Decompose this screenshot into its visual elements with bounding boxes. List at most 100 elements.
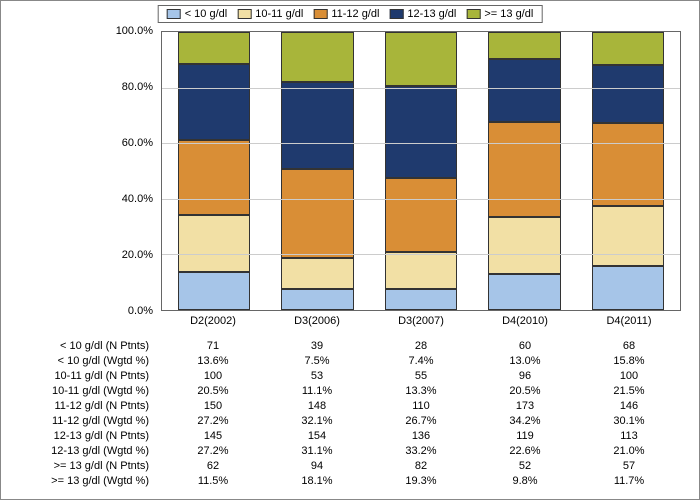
row-cell: 27.2%: [161, 414, 265, 429]
row-cell: 146: [577, 399, 681, 414]
y-tick-label: 60.0%: [103, 137, 153, 149]
bar-slot: [266, 32, 370, 310]
table-row: 11-12 g/dl (N Ptnts)150148110173146: [1, 399, 700, 414]
gridline: [162, 88, 680, 89]
legend-item: < 10 g/dl: [167, 8, 228, 20]
y-tick-label: 40.0%: [103, 193, 153, 205]
table-row: 12-13 g/dl (Wgtd %)27.2%31.1%33.2%22.6%2…: [1, 444, 700, 459]
row-cell: 19.3%: [369, 474, 473, 489]
legend-label: 10-11 g/dl: [255, 8, 303, 20]
row-cell: 22.6%: [473, 444, 577, 459]
row-cell: 20.5%: [161, 384, 265, 399]
row-cell: 11.7%: [577, 474, 681, 489]
y-tick-label: 80.0%: [103, 81, 153, 93]
table-row: 10-11 g/dl (N Ptnts)100535596100: [1, 369, 700, 384]
stacked-bar: [488, 32, 561, 310]
row-cell: 53: [265, 369, 369, 384]
bar-segment: [488, 217, 561, 274]
bar-segment: [592, 65, 665, 123]
row-cells: 27.2%32.1%26.7%34.2%30.1%: [161, 414, 681, 429]
row-cell: 113: [577, 429, 681, 444]
row-cell: 13.6%: [161, 354, 265, 369]
legend-item: >= 13 g/dl: [466, 8, 533, 20]
stacked-bar: [281, 32, 354, 310]
table-row: >= 13 g/dl (Wgtd %)11.5%18.1%19.3%9.8%11…: [1, 474, 700, 489]
row-cell: 11.5%: [161, 474, 265, 489]
y-tick-label: 100.0%: [103, 25, 153, 37]
plot-area: [161, 31, 681, 311]
bar-slot: [576, 32, 680, 310]
row-cell: 57: [577, 459, 681, 474]
row-cell: 7.5%: [265, 354, 369, 369]
bar-segment: [281, 258, 354, 289]
row-cell: 173: [473, 399, 577, 414]
x-tick-label: D3(2007): [369, 315, 473, 327]
bar-segment: [592, 266, 665, 310]
table-row: < 10 g/dl (Wgtd %)13.6%7.5%7.4%13.0%15.8…: [1, 354, 700, 369]
table-row: 11-12 g/dl (Wgtd %)27.2%32.1%26.7%34.2%3…: [1, 414, 700, 429]
bar-segment: [385, 178, 458, 252]
row-label: 10-11 g/dl (N Ptnts): [1, 369, 161, 384]
row-cell: 30.1%: [577, 414, 681, 429]
row-cell: 39: [265, 339, 369, 354]
row-cell: 71: [161, 339, 265, 354]
row-cell: 34.2%: [473, 414, 577, 429]
bar-segment: [385, 32, 458, 86]
bar-segment: [488, 274, 561, 310]
gridline: [162, 199, 680, 200]
stacked-bar: [592, 32, 665, 310]
legend: < 10 g/dl10-11 g/dl11-12 g/dl12-13 g/dl>…: [158, 5, 543, 23]
row-cell: 11.1%: [265, 384, 369, 399]
table-row: 12-13 g/dl (N Ptnts)145154136119113: [1, 429, 700, 444]
legend-swatch: [237, 9, 251, 19]
bar-segment: [178, 64, 251, 140]
row-cell: 82: [369, 459, 473, 474]
row-cell: 18.1%: [265, 474, 369, 489]
row-cell: 32.1%: [265, 414, 369, 429]
row-cell: 15.8%: [577, 354, 681, 369]
bar-slot: [369, 32, 473, 310]
row-cell: 110: [369, 399, 473, 414]
table-row: 10-11 g/dl (Wgtd %)20.5%11.1%13.3%20.5%2…: [1, 384, 700, 399]
legend-swatch: [389, 9, 403, 19]
y-tick-label: 0.0%: [103, 305, 153, 317]
row-label: >= 13 g/dl (N Ptnts): [1, 459, 161, 474]
row-cell: 21.0%: [577, 444, 681, 459]
gridline: [162, 143, 680, 144]
y-axis-labels: 0.0%20.0%40.0%60.0%80.0%100.0%: [101, 31, 157, 311]
legend-label: 11-12 g/dl: [331, 8, 379, 20]
row-cell: 28: [369, 339, 473, 354]
row-cells: 11.5%18.1%19.3%9.8%11.7%: [161, 474, 681, 489]
bar-segment: [592, 32, 665, 64]
row-cells: 6294825257: [161, 459, 681, 474]
row-cell: 150: [161, 399, 265, 414]
row-label: 12-13 g/dl (Wgtd %): [1, 444, 161, 459]
legend-item: 11-12 g/dl: [313, 8, 379, 20]
table-row: < 10 g/dl (N Ptnts)7139286068: [1, 339, 700, 354]
row-cells: 13.6%7.5%7.4%13.0%15.8%: [161, 354, 681, 369]
row-label: 11-12 g/dl (N Ptnts): [1, 399, 161, 414]
row-cells: 100535596100: [161, 369, 681, 384]
bar-segment: [488, 32, 561, 59]
table-row: >= 13 g/dl (N Ptnts)6294825257: [1, 459, 700, 474]
stacked-bar: [385, 32, 458, 310]
x-tick-label: D2(2002): [161, 315, 265, 327]
legend-item: 10-11 g/dl: [237, 8, 303, 20]
row-label: < 10 g/dl (Wgtd %): [1, 354, 161, 369]
bar-segment: [281, 32, 354, 82]
bar-segment: [178, 272, 251, 310]
bar-segment: [281, 289, 354, 310]
row-cells: 150148110173146: [161, 399, 681, 414]
bar-segment: [178, 215, 251, 272]
row-cell: 94: [265, 459, 369, 474]
row-label: 10-11 g/dl (Wgtd %): [1, 384, 161, 399]
row-cell: 136: [369, 429, 473, 444]
row-cell: 7.4%: [369, 354, 473, 369]
row-cell: 21.5%: [577, 384, 681, 399]
row-cell: 31.1%: [265, 444, 369, 459]
legend-label: >= 13 g/dl: [484, 8, 533, 20]
row-cell: 148: [265, 399, 369, 414]
row-label: 12-13 g/dl (N Ptnts): [1, 429, 161, 444]
row-label: 11-12 g/dl (Wgtd %): [1, 414, 161, 429]
gridline: [162, 254, 680, 255]
